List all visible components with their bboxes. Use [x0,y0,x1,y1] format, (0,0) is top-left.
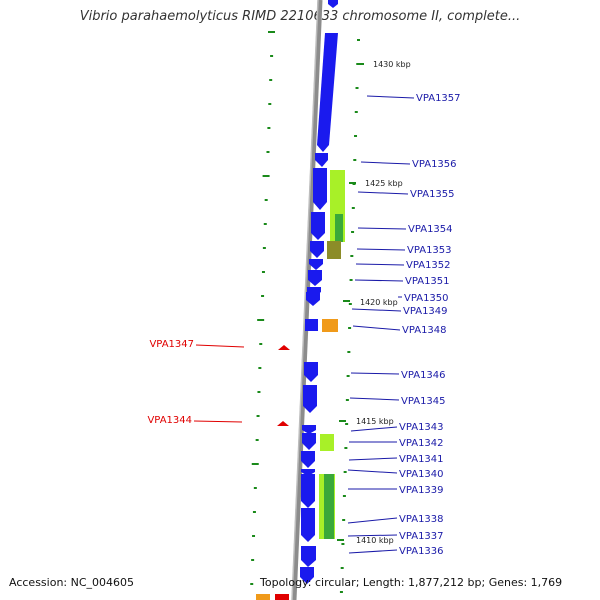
gene-label[interactable]: VPA1349 [403,306,448,317]
gene-label[interactable]: VPA1343 [399,422,444,433]
gene-arrow[interactable] [317,33,338,152]
map-title: Vibrio parahaemolyticus RIMD 2210633 chr… [79,9,521,24]
gene-label[interactable]: VPA1346 [401,370,446,381]
feature-track [256,170,345,600]
gene-arrow[interactable] [310,241,324,258]
gene-label[interactable]: VPA1354 [408,224,453,235]
gene-label[interactable]: VPA1351 [405,276,450,287]
gene-arrow[interactable] [309,259,323,270]
gene-label[interactable]: VPA1347 [149,339,194,350]
gene-arrow[interactable] [301,546,316,567]
gene-label[interactable]: VPA1348 [402,325,447,336]
gene-arrow[interactable] [313,168,327,210]
feature-block[interactable] [322,319,338,332]
kbp-label: 1420 kbp [360,298,398,307]
gene-arrow[interactable] [311,212,325,240]
gene-label[interactable]: VPA1356 [412,159,457,170]
gene-track [300,0,338,584]
marker-triangle[interactable] [278,345,290,350]
gene-arrow[interactable] [305,319,318,331]
gene-arrow[interactable] [303,385,317,413]
gene-arrow[interactable] [302,433,316,450]
kbp-label: 1415 kbp [356,417,394,426]
feature-block[interactable] [275,594,289,600]
gene-label[interactable]: VPA1342 [399,438,444,449]
kbp-label: 1425 kbp [365,179,403,188]
marker-triangle[interactable] [277,421,289,426]
feature-block[interactable] [327,241,341,259]
gene-label[interactable]: VPA1338 [399,514,444,525]
gene-label[interactable]: VPA1337 [399,531,444,542]
gene-label[interactable]: VPA1350 [404,293,449,304]
gene-arrow[interactable] [315,153,328,167]
gene-arrow[interactable] [308,270,322,286]
gene-label[interactable]: VPA1339 [399,485,444,496]
gene-label[interactable]: VPA1355 [410,189,455,200]
feature-block[interactable] [324,474,334,539]
gene-label[interactable]: VPA1341 [399,454,444,465]
left-tick-track [250,31,275,585]
gene-label[interactable]: VPA1344 [147,415,192,426]
feature-block[interactable] [335,214,343,242]
feature-block[interactable] [320,434,334,451]
gene-labels-left: VPA1347 VPA1344 [147,339,245,426]
right-tick-track [339,39,360,593]
gene-label[interactable]: VPA1336 [399,546,444,557]
gene-label[interactable]: VPA1340 [399,469,444,480]
chromosome-backbone-highlight [291,0,319,600]
kbp-label: 1410 kbp [356,536,394,545]
gene-label[interactable]: VPA1353 [407,245,452,256]
accession-text: Accession: NC_004605 [9,576,135,589]
gene-arrow[interactable] [328,0,338,8]
gene-arrow[interactable] [302,425,316,434]
scale-labels: 1430 kbp 1425 kbp 1420 kbp 1415 kbp 1410… [337,60,411,545]
gene-arrow[interactable] [301,508,315,542]
gene-labels-right: VPA1357 VPA1356 VPA1355 VPA1354 VPA1353 … [347,93,461,557]
genome-summary-text: Topology: circular; Length: 1,877,212 bp… [260,576,563,589]
gene-arrow[interactable] [304,362,318,382]
gene-arrow[interactable] [300,567,314,584]
gene-label[interactable]: VPA1357 [416,93,461,104]
gene-label[interactable]: VPA1345 [401,396,446,407]
gene-label[interactable]: VPA1352 [406,260,451,271]
gene-arrow[interactable] [301,474,315,508]
gene-arrow[interactable] [306,292,320,306]
feature-block[interactable] [256,594,270,600]
kbp-label: 1430 kbp [373,60,411,69]
gene-arrow[interactable] [301,469,315,476]
gene-arrow[interactable] [301,451,315,468]
